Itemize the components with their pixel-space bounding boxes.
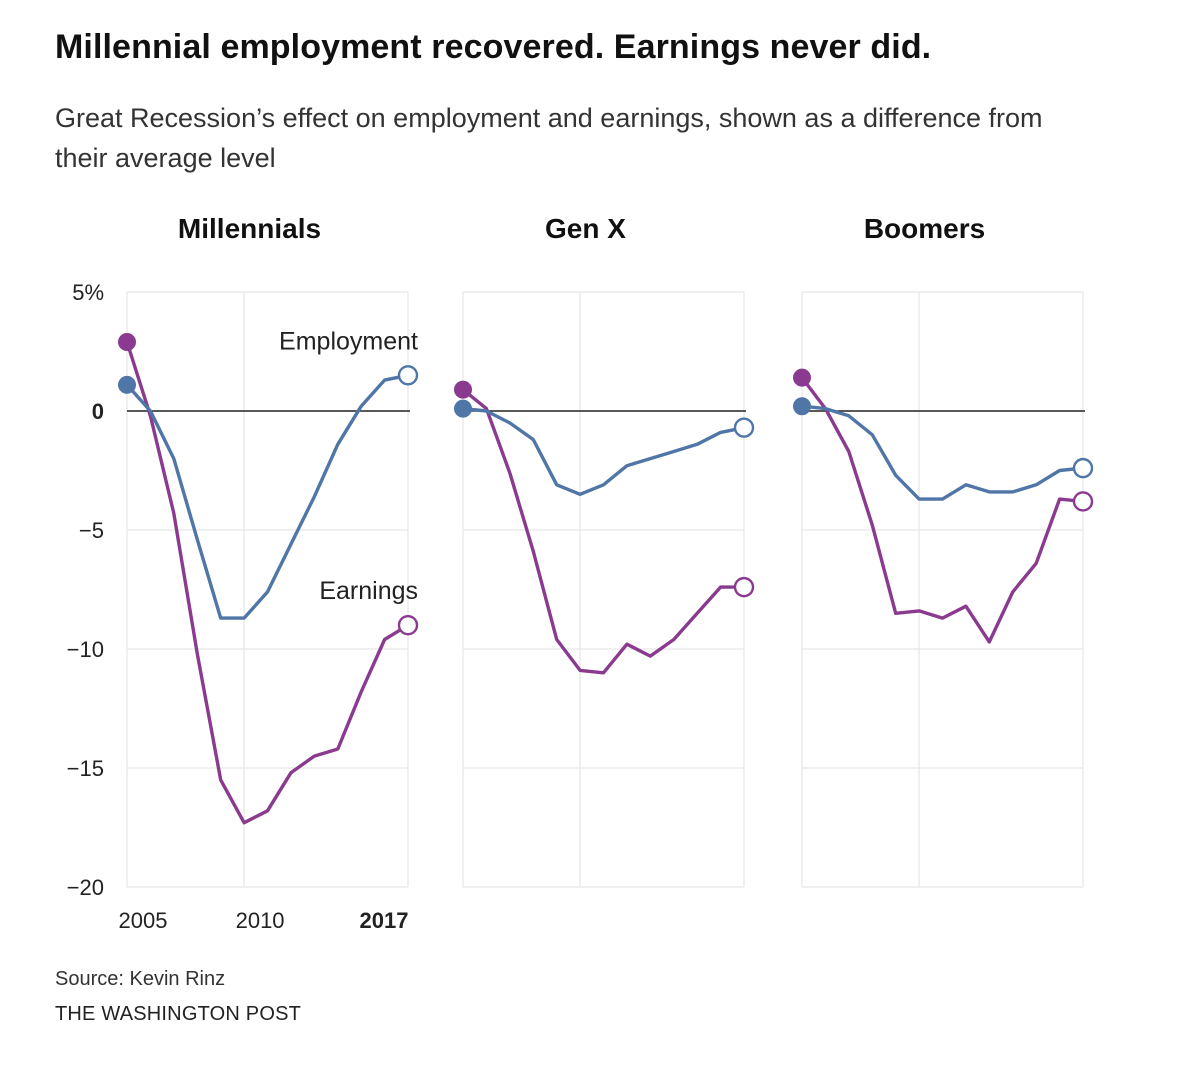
series-line-employment-boomers: [800, 404, 1085, 501]
start-point-earnings-millennials: [118, 332, 136, 351]
end-point-employment-gen-x: [733, 417, 755, 438]
end-point-employment-boomers: [1072, 457, 1094, 479]
source-note: Source: Kevin Rinz: [55, 968, 226, 990]
start-point-earnings-gen-x: [454, 380, 472, 399]
chart-subtitle: Great Recession’s effect on employment a…: [55, 103, 1043, 173]
end-point-earnings-boomers: [1072, 491, 1094, 512]
y-tick-label: −5: [79, 518, 104, 543]
end-point-earnings-gen-x: [733, 576, 755, 598]
end-point-earnings-millennials: [397, 615, 419, 636]
chart-title: Millennial employment recovered. Earning…: [55, 28, 932, 66]
y-tick-label: −20: [67, 875, 104, 900]
y-tick-label: −15: [67, 756, 104, 781]
publisher-brand: THE WASHINGTON POST: [55, 1003, 302, 1025]
y-tick-label: −10: [67, 637, 104, 662]
start-point-employment-boomers: [793, 397, 811, 416]
start-point-employment-gen-x: [454, 399, 472, 418]
y-tick-label: 0: [92, 399, 104, 424]
panel-title-boomers: Boomers: [864, 213, 985, 244]
series-label-earnings: Earnings: [319, 577, 418, 605]
x-tick-label: 2010: [236, 908, 285, 933]
panel-title-millennials: Millennials: [178, 213, 321, 244]
start-point-employment-millennials: [118, 375, 136, 394]
x-tick-label: 2017: [360, 908, 409, 933]
series-line-earnings-gen-x: [461, 387, 746, 675]
panel-title-gen-x: Gen X: [545, 213, 626, 244]
series-line-employment-millennials: [125, 373, 410, 620]
series-line-employment-gen-x: [461, 406, 746, 496]
x-tick-label: 2005: [119, 908, 168, 933]
series-line-earnings-millennials: [125, 340, 410, 825]
y-tick-label: 5%: [72, 280, 104, 305]
series-line-earnings-boomers: [800, 376, 1085, 644]
end-point-employment-millennials: [397, 365, 419, 386]
series-label-employment: Employment: [279, 327, 418, 355]
start-point-earnings-boomers: [793, 368, 811, 387]
